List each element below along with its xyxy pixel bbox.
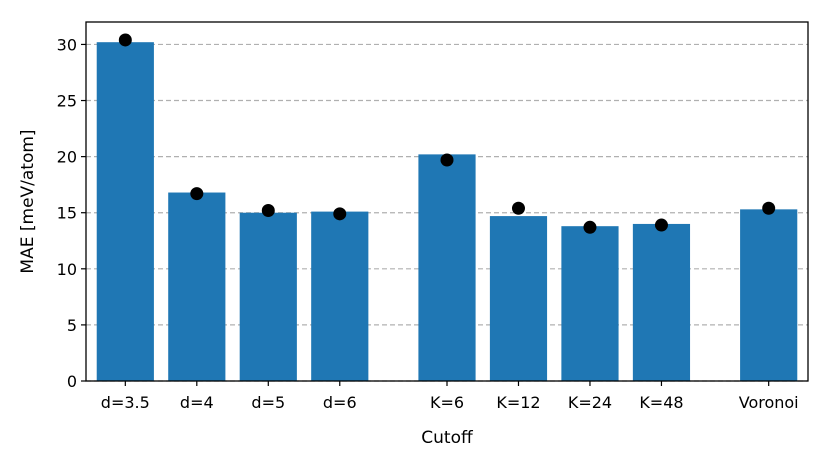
bar-K=6 [418, 154, 476, 381]
points [118, 33, 776, 234]
x-axis-label: Cutoff [421, 428, 474, 448]
point-K=12 [511, 201, 525, 215]
x-axis: d=3.5 d=4 d=5 d=6 K=6 K=12 K=24 K=48 Voronoi [101, 381, 799, 412]
bar-K=12 [489, 216, 548, 381]
x-tick-label: d=4 [180, 393, 214, 412]
x-tick-label: K=6 [430, 393, 464, 412]
y-tick-label: 10 [57, 260, 77, 279]
x-tick-label: K=12 [496, 393, 540, 412]
bar-d=4 [168, 192, 226, 381]
bar-K=24 [561, 226, 619, 381]
bars [96, 42, 798, 381]
bar-Voronoi [740, 209, 798, 381]
x-tick-label: K=48 [639, 393, 683, 412]
x-tick-label: d=3.5 [101, 393, 150, 412]
y-tick-label: 5 [67, 316, 77, 335]
bar-d=3.5 [96, 42, 154, 381]
y-axis-label: MAE [meV/atom] [18, 129, 38, 273]
x-tick-label: d=6 [323, 393, 357, 412]
y-tick-label: 0 [67, 372, 77, 391]
point-d=5 [261, 203, 275, 217]
y-tick-label: 30 [57, 35, 77, 54]
x-tick-label: Voronoi [739, 393, 799, 412]
x-tick-label: d=5 [251, 393, 285, 412]
bar-K=48 [632, 223, 691, 381]
point-K=24 [583, 220, 597, 234]
y-axis: 0 5 10 15 20 25 30 [57, 35, 86, 391]
y-tick-label: 20 [57, 148, 77, 167]
point-d=4 [190, 187, 204, 201]
x-tick-label: K=24 [568, 393, 612, 412]
point-K=48 [654, 218, 668, 232]
point-d=3.5 [118, 33, 132, 47]
bar-d=6 [311, 211, 369, 381]
point-d=6 [333, 207, 347, 221]
point-K=6 [440, 153, 454, 167]
y-tick-label: 15 [57, 204, 77, 223]
point-Voronoi [762, 201, 776, 215]
bar-d=5 [239, 212, 297, 381]
y-tick-label: 25 [57, 92, 77, 111]
